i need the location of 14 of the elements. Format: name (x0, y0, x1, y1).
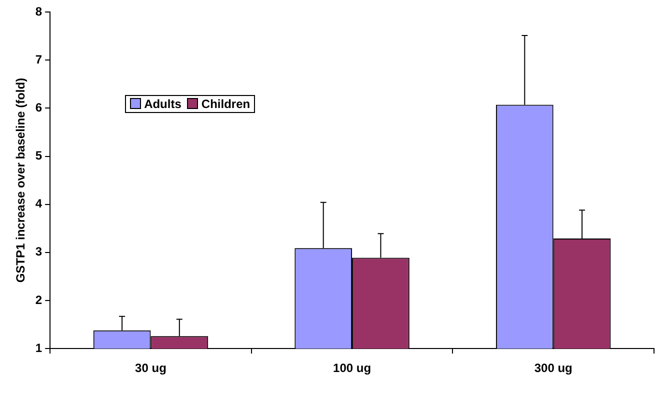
y-axis-title: GSTP1 increase over baseline (fold) (14, 78, 28, 283)
y-tick-label: 8 (35, 4, 42, 18)
y-tick-label: 3 (35, 244, 42, 259)
y-tick-label: 2 (35, 292, 42, 307)
y-tick-label: 7 (35, 52, 42, 66)
x-tick-label: 30 ug (135, 361, 166, 376)
x-tick-label: 300 ug (534, 361, 572, 376)
y-tick-label: 1 (35, 340, 42, 355)
legend-label: Children (200, 97, 250, 111)
legend-label: Adults (143, 97, 182, 111)
x-tick-label: 100 ug (333, 361, 372, 376)
y-tick-label: 6 (35, 100, 42, 114)
y-tick-label: 5 (35, 148, 42, 163)
y-tick-label: 4 (35, 196, 42, 211)
